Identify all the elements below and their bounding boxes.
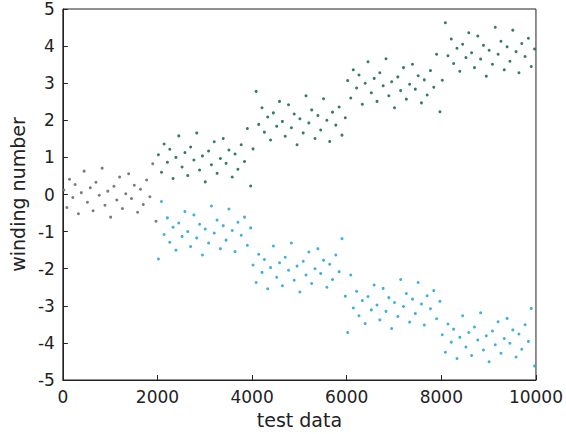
svg-text:-2: -2 xyxy=(38,259,55,279)
svg-text:2: 2 xyxy=(44,110,55,130)
svg-text:4: 4 xyxy=(44,36,55,56)
svg-text:0: 0 xyxy=(44,185,55,205)
svg-text:-5: -5 xyxy=(38,370,55,390)
svg-text:test data: test data xyxy=(257,409,342,431)
svg-text:-4: -4 xyxy=(38,333,55,353)
svg-text:6000: 6000 xyxy=(325,387,368,407)
svg-text:5: 5 xyxy=(44,0,55,19)
svg-text:3: 3 xyxy=(44,73,55,93)
svg-text:4000: 4000 xyxy=(230,387,273,407)
svg-text:0: 0 xyxy=(57,387,68,407)
svg-text:2000: 2000 xyxy=(136,387,179,407)
svg-text:-3: -3 xyxy=(38,296,55,316)
svg-text:-1: -1 xyxy=(38,222,55,242)
svg-text:1: 1 xyxy=(44,147,55,167)
svg-text:8000: 8000 xyxy=(420,387,463,407)
svg-text:winding number: winding number xyxy=(7,117,29,272)
svg-text:10000: 10000 xyxy=(509,387,563,407)
